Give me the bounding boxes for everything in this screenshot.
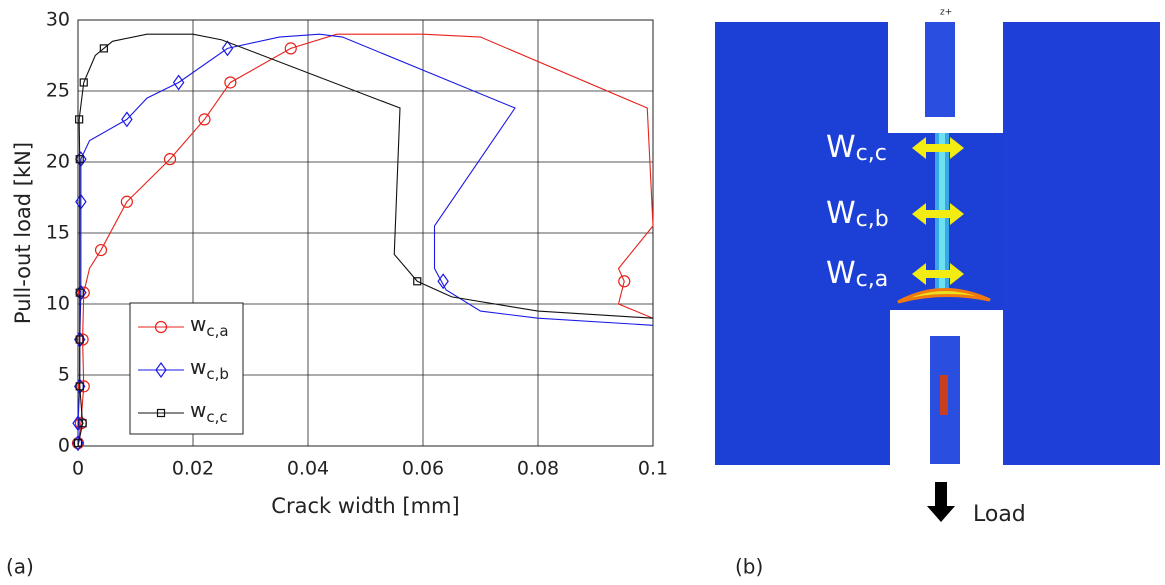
top-insert: [925, 22, 955, 117]
label-sub: c,c: [206, 408, 227, 426]
label-main: W: [826, 130, 856, 165]
x-tick-label: 0.06: [402, 458, 444, 480]
label-sub: c,b: [856, 207, 889, 232]
y-axis-label: Pull-out load [kN]: [11, 142, 35, 324]
crack-image: Load z+: [715, 8, 1160, 528]
y-tick-label: 30: [46, 9, 70, 31]
marker: [438, 274, 448, 288]
panel-label: (b): [735, 555, 763, 579]
x-tick-label: 0.04: [287, 458, 329, 480]
y-tick-label: 20: [46, 151, 70, 173]
label-sub: c,a: [206, 322, 228, 340]
label-sub: c,a: [856, 267, 889, 292]
load-label: Load: [973, 502, 1026, 527]
y-tick-label: 0: [58, 435, 70, 457]
y-tick-label: 10: [46, 293, 70, 315]
y-tick-label: 15: [46, 222, 70, 244]
x-axis-label: Crack width [mm]: [271, 494, 459, 518]
label-main: W: [826, 196, 856, 231]
chart: 0 5 10 15 20 25 30 0 0.02 0.04 0.06 0.08 0.1 Crack wi…: [11, 9, 668, 519]
y-tick-label: 25: [46, 80, 70, 102]
right-block: [1003, 22, 1160, 465]
panel-label: (a): [6, 555, 34, 579]
axis-label: z+: [940, 8, 952, 18]
x-tick-label: 0.1: [638, 458, 668, 480]
label-sub: c,b: [206, 365, 229, 383]
label-main: w: [190, 398, 206, 422]
label-sub: c,c: [856, 141, 887, 166]
x-tick-label: 0.02: [172, 458, 214, 480]
hot-spot: [940, 375, 948, 415]
label-main: w: [190, 312, 206, 336]
x-tick-label: 0: [72, 458, 84, 480]
x-tick-label: 0.08: [517, 458, 559, 480]
load-arrow: [927, 482, 955, 522]
figure: Load z+ (a) (b) Wc,cWc,bWc,a051015202530…: [0, 0, 1165, 581]
label-main: w: [190, 355, 206, 379]
y-tick-label: 5: [58, 364, 70, 386]
label-main: W: [826, 256, 856, 291]
